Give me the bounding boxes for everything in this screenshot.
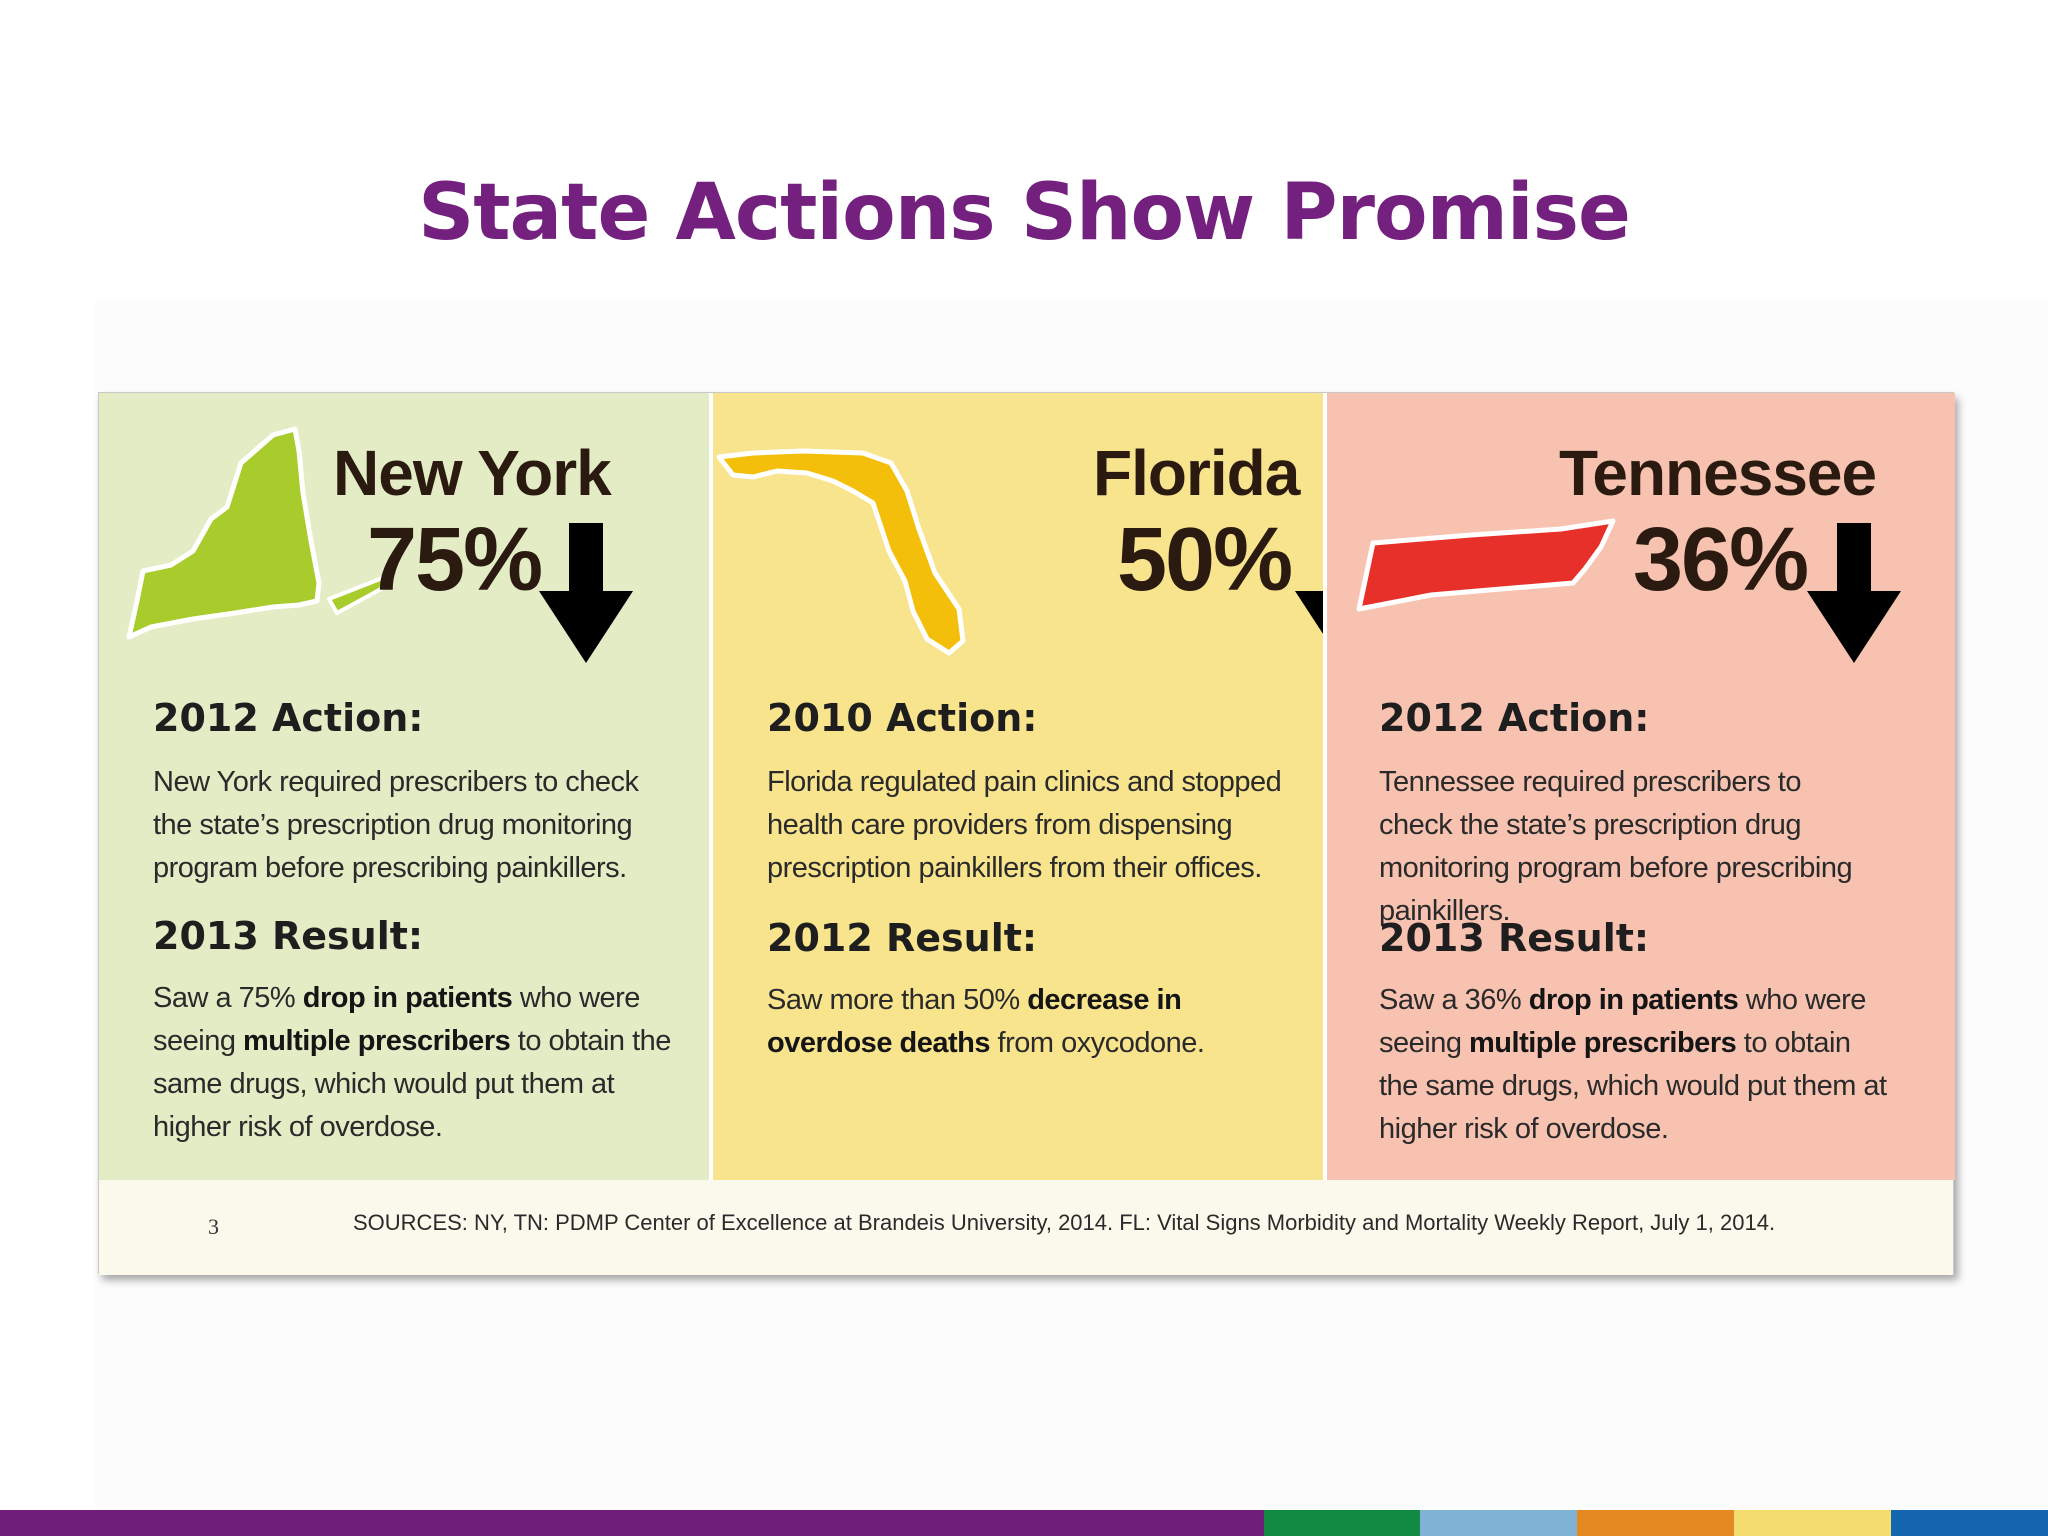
state-percent: 50% bbox=[1117, 510, 1293, 610]
bar-segment-orange bbox=[1577, 1510, 1734, 1536]
bottom-color-bar bbox=[0, 1510, 2048, 1536]
florida-map-icon bbox=[716, 448, 966, 656]
down-arrow-icon bbox=[1807, 523, 1901, 663]
action-heading: 2012 Action: bbox=[153, 696, 424, 740]
action-text: Florida regulated pain clinics and stopp… bbox=[767, 766, 1282, 884]
slide-title: State Actions Show Promise bbox=[418, 168, 1631, 258]
panel-new-york: New York 75% 2012 Action: New York requi… bbox=[99, 393, 709, 1180]
action-heading: 2010 Action: bbox=[767, 696, 1038, 740]
bar-segment-purple bbox=[0, 1510, 1264, 1536]
bar-segment-blue bbox=[1891, 1510, 2048, 1536]
bar-segment-light-blue bbox=[1420, 1510, 1577, 1536]
bar-segment-green bbox=[1264, 1510, 1420, 1536]
state-percent: 75% bbox=[367, 510, 543, 610]
state-percent: 36% bbox=[1633, 510, 1809, 610]
bar-segment-yellow bbox=[1734, 1510, 1891, 1536]
sources-note: SOURCES: NY, TN: PDMP Center of Excellen… bbox=[353, 1210, 1776, 1235]
action-text: Tennessee required prescribers to check … bbox=[1379, 766, 1853, 927]
page-number: 3 bbox=[208, 1214, 219, 1239]
result-heading: 2012 Result: bbox=[767, 916, 1038, 960]
result-text: Saw a 36% drop in patients who were seei… bbox=[1379, 984, 1887, 1145]
infographic: New York 75% 2012 Action: New York requi… bbox=[98, 392, 1955, 1275]
panel-tennessee: Tennessee 36% 2012 Action: Tennessee req… bbox=[1327, 393, 1955, 1180]
tennessee-map-icon bbox=[1356, 518, 1616, 612]
panel-divider bbox=[1323, 393, 1327, 1180]
action-heading: 2012 Action: bbox=[1379, 696, 1650, 740]
result-text: Saw more than 50% decrease in overdose d… bbox=[767, 984, 1205, 1059]
action-text: New York required prescribers to check t… bbox=[153, 766, 639, 884]
new-york-map-icon bbox=[126, 426, 387, 640]
state-name: New York bbox=[333, 437, 612, 509]
result-heading: 2013 Result: bbox=[1379, 916, 1650, 960]
down-arrow-icon bbox=[539, 523, 633, 663]
infographic-footer: 3 SOURCES: NY, TN: PDMP Center of Excell… bbox=[99, 1180, 1953, 1275]
result-text: Saw a 75% drop in patients who were seei… bbox=[153, 982, 671, 1143]
panel-florida: Florida 50% 2010 Action: Florida regulat… bbox=[713, 393, 1389, 1180]
state-name: Florida bbox=[1093, 437, 1300, 509]
state-name: Tennessee bbox=[1559, 437, 1877, 509]
panel-divider bbox=[709, 393, 713, 1180]
result-heading: 2013 Result: bbox=[153, 914, 424, 958]
